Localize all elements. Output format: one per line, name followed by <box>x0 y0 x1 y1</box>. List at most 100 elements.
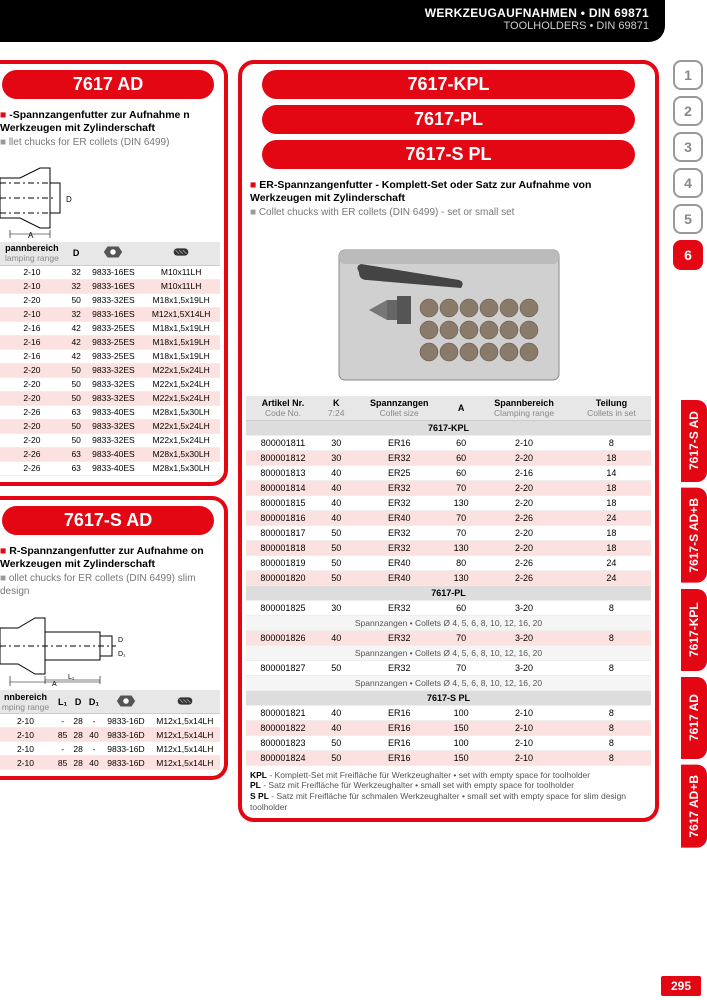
desc-de: R-Spannzangenfutter zur Aufnahme on Werk… <box>0 545 216 571</box>
table-row: 80000181950ER40802-2624 <box>246 555 651 570</box>
table-row: 80000182350ER161002-108 <box>246 735 651 750</box>
table-row: 80000181850ER321302-2018 <box>246 540 651 555</box>
table-row: 80000181340ER25602-1614 <box>246 465 651 480</box>
table-section-header: 7617-S PL <box>246 690 651 705</box>
table-row: 2-20509833-32ESM22x1,5x24LH <box>0 433 220 447</box>
card-title: 7617-PL <box>262 105 635 134</box>
tech-drawing-7617ad: A D <box>0 158 216 238</box>
side-tab[interactable]: 7617 AD+B <box>681 765 707 848</box>
desc-en: Collet chucks with ER collets (DIN 6499)… <box>250 207 647 220</box>
svg-text:D₁: D₁ <box>118 651 126 658</box>
footnote-line: KPL - Komplett-Set mit Freifläche für We… <box>250 770 647 781</box>
table-row: 80000181230ER32602-2018 <box>246 450 651 465</box>
table-row: 2-10329833-16ESM12x1,5X14LH <box>0 307 220 321</box>
card-7617-kpl: 7617-KPL 7617-PL 7617-S PL ER-Spannzangenf… <box>238 60 659 822</box>
table-row: 80000182050ER401302-2624 <box>246 570 651 585</box>
product-photo-collet-set <box>242 230 655 390</box>
table-row: 80000181130ER16602-108 <box>246 435 651 450</box>
footnote-line: PL - Satz mit Freifläche für Werkzeughal… <box>250 780 647 791</box>
svg-text:L₁: L₁ <box>68 674 75 681</box>
footnote-line: S PL - Satz mit Freifläche für schmalen … <box>250 791 647 812</box>
table-row: 2-10-28-9833-16DM12x1,5x14LH <box>0 742 220 756</box>
card-title: 7617-S AD <box>2 506 214 535</box>
table-row: 2-108528409833-16DM12x1,5x14LH <box>0 728 220 742</box>
screw-icon <box>150 690 220 714</box>
table-row: 2-16429833-25ESM18x1,5x19LH <box>0 335 220 349</box>
table-row: 80000182240ER161502-108 <box>246 720 651 735</box>
col-header: SpannzangenCollet size <box>353 396 446 421</box>
col-header: Artikel Nr.Code No. <box>246 396 320 421</box>
desc-en: ollet chucks for ER collets (DIN 6499) s… <box>0 573 216 598</box>
table-row: 2-26639833-40ESM28x1,5x30LH <box>0 447 220 461</box>
table-section-header: 7617-KPL <box>246 420 651 435</box>
col-header: D <box>68 242 85 266</box>
table-row: 2-108528409833-16DM12x1,5x14LH <box>0 756 220 770</box>
table-row: 80000181640ER40702-2624 <box>246 510 651 525</box>
svg-text:D: D <box>118 637 123 644</box>
desc-de: -Spannzangenfutter zur Aufnahme n Werkze… <box>0 109 216 135</box>
side-tab[interactable]: 7617 AD <box>681 677 707 759</box>
header-line2: TOOLHOLDERS • DIN 69871 <box>16 20 649 32</box>
header-line1: WERKZEUGAUFNAHMEN • DIN 69871 <box>16 6 649 20</box>
table-row: 80000182530ER32603-208 <box>246 600 651 615</box>
table-row: 2-10329833-16ESM10x11LH <box>0 265 220 279</box>
table-7617ad: pannbereichlamping rangeD2-10329833-16ES… <box>0 242 220 476</box>
table-row: 2-26639833-40ESM28x1,5x30LH <box>0 405 220 419</box>
desc-de: ER-Spannzangenfutter - Komplett-Set oder… <box>250 179 647 205</box>
col-header: pannbereichlamping range <box>0 242 68 266</box>
product-side-tabs: 7617-S AD 7617-S AD+B 7617-KPL 7617 AD 7617 … <box>681 400 707 847</box>
card-title: 7617-S PL <box>262 140 635 169</box>
table-row: 80000182750ER32703-208 <box>246 660 651 675</box>
chapter-tab-4[interactable]: 4 <box>673 168 703 198</box>
chapter-tab-1[interactable]: 1 <box>673 60 703 90</box>
table-row: 2-20509833-32ESM22x1,5x24LH <box>0 363 220 377</box>
svg-text:A: A <box>52 681 57 686</box>
table-row: 80000182140ER161002-108 <box>246 705 651 720</box>
table-row-note: Spannzangen • Collets Ø 4, 5, 6, 8, 10, … <box>246 615 651 630</box>
side-tab[interactable]: 7617-S AD+B <box>681 488 707 583</box>
chapter-tabs: 1 2 3 4 5 6 <box>673 60 703 270</box>
desc-en: llet chucks for ER collets (DIN 6499) <box>0 137 216 150</box>
side-tab[interactable]: 7617-KPL <box>681 589 707 671</box>
card-7617-ad: 7617 AD -Spannzangenfutter zur Aufnahme … <box>0 60 228 486</box>
svg-text:A: A <box>28 231 34 238</box>
tech-drawing-7617sad: L₁ A D D₁ <box>0 606 216 686</box>
screw-icon <box>142 242 220 266</box>
side-tab[interactable]: 7617-S AD <box>681 400 707 482</box>
chapter-tab-2[interactable]: 2 <box>673 96 703 126</box>
col-header: D <box>70 690 85 714</box>
col-header: K7:24 <box>320 396 353 421</box>
page-number: 295 <box>661 976 701 996</box>
table-row: 2-20509833-32ESM22x1,5x24LH <box>0 391 220 405</box>
table-row: 2-16429833-25ESM18x1,5x19LH <box>0 349 220 363</box>
col-header: D₁ <box>86 690 102 714</box>
col-header: SpannbereichClamping range <box>476 396 572 421</box>
table-section-header: 7617-PL <box>246 585 651 600</box>
col-header: L₁ <box>55 690 70 714</box>
col-header: A <box>446 396 476 421</box>
table-row: 80000182640ER32703-208 <box>246 630 651 645</box>
table-row: 2-10329833-16ESM10x11LH <box>0 279 220 293</box>
svg-text:D: D <box>66 195 72 204</box>
table-row: 2-16429833-25ESM18x1,5x19LH <box>0 321 220 335</box>
table-row: 2-10-28-9833-16DM12x1,5x14LH <box>0 714 220 728</box>
table-row: 80000182450ER161502-108 <box>246 750 651 765</box>
table-7617kpl: Artikel Nr.Code No.K7:24SpannzangenColle… <box>246 396 651 766</box>
chapter-tab-5[interactable]: 5 <box>673 204 703 234</box>
table-row: 2-20509833-32ESM22x1,5x24LH <box>0 377 220 391</box>
table-row: 80000181440ER32702-2018 <box>246 480 651 495</box>
page-header: WERKZEUGAUFNAHMEN • DIN 69871 TOOLHOLDER… <box>0 0 665 42</box>
table-row: 2-26639833-40ESM28x1,5x30LH <box>0 461 220 475</box>
card-title: 7617-KPL <box>262 70 635 99</box>
card-title: 7617 AD <box>2 70 214 99</box>
table-row: 2-20509833-32ESM18x1,5x19LH <box>0 293 220 307</box>
nut-icon <box>102 690 150 714</box>
card-7617-s-ad: 7617-S AD R-Spannzangenfutter zur Aufnah… <box>0 496 228 780</box>
table-row-note: Spannzangen • Collets Ø 4, 5, 6, 8, 10, … <box>246 645 651 660</box>
col-header: TeilungCollets in set <box>572 396 651 421</box>
chapter-tab-3[interactable]: 3 <box>673 132 703 162</box>
chapter-tab-6[interactable]: 6 <box>673 240 703 270</box>
table-row: 80000181540ER321302-2018 <box>246 495 651 510</box>
table-row: 2-20509833-32ESM22x1,5x24LH <box>0 419 220 433</box>
table-7617sad: nnbereichmping rangeL₁DD₁2-10-28-9833-16… <box>0 690 220 770</box>
